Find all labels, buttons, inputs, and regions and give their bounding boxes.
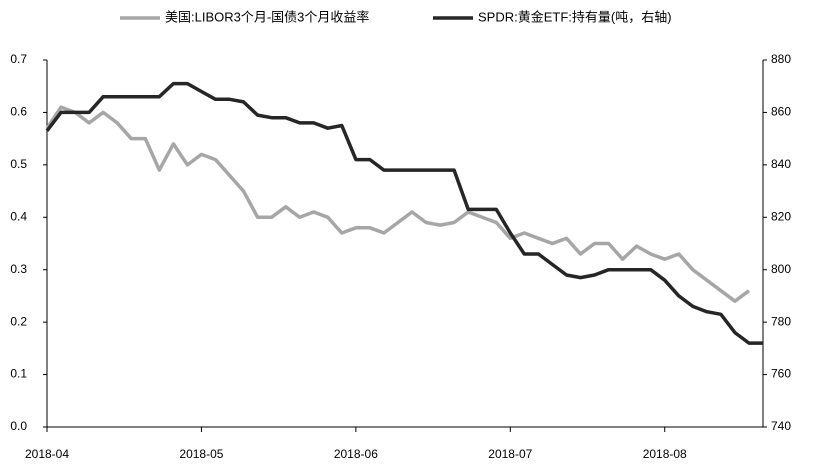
y-tick-label: 0.7 [10,52,27,66]
x-tick-label: 2018-07 [488,447,532,461]
y-tick-label: 0.2 [10,314,27,328]
y-tick-label: 0.5 [10,157,27,171]
x-tick-label: 2018-05 [179,447,223,461]
y-tick-label: 0.4 [10,209,27,223]
y2-tick-label: 860 [771,105,791,119]
y2-tick-label: 740 [771,419,791,433]
legend-label: 美国:LIBOR3个月-国债3个月收益率 [165,9,369,24]
y2-tick-label: 780 [771,314,791,328]
x-tick-label: 2018-06 [334,447,378,461]
series-line [45,81,763,345]
y-tick-label: 0.6 [10,105,27,119]
y2-tick-label: 760 [771,367,791,381]
series-line [45,105,751,303]
y2-tick-label: 820 [771,209,791,223]
y2-tick-label: 800 [771,262,791,276]
x-tick-label: 2018-08 [643,447,687,461]
y2-tick-label: 880 [771,52,791,66]
x-tick-label: 2018-04 [25,447,69,461]
y-tick-label: 0.1 [10,367,27,381]
y-tick-label: 0.3 [10,262,27,276]
legend-label: SPDR:黄金ETF:持有量(吨，右轴) [478,9,672,24]
y-tick-label: 0.0 [10,419,27,433]
y2-tick-label: 840 [771,157,791,171]
